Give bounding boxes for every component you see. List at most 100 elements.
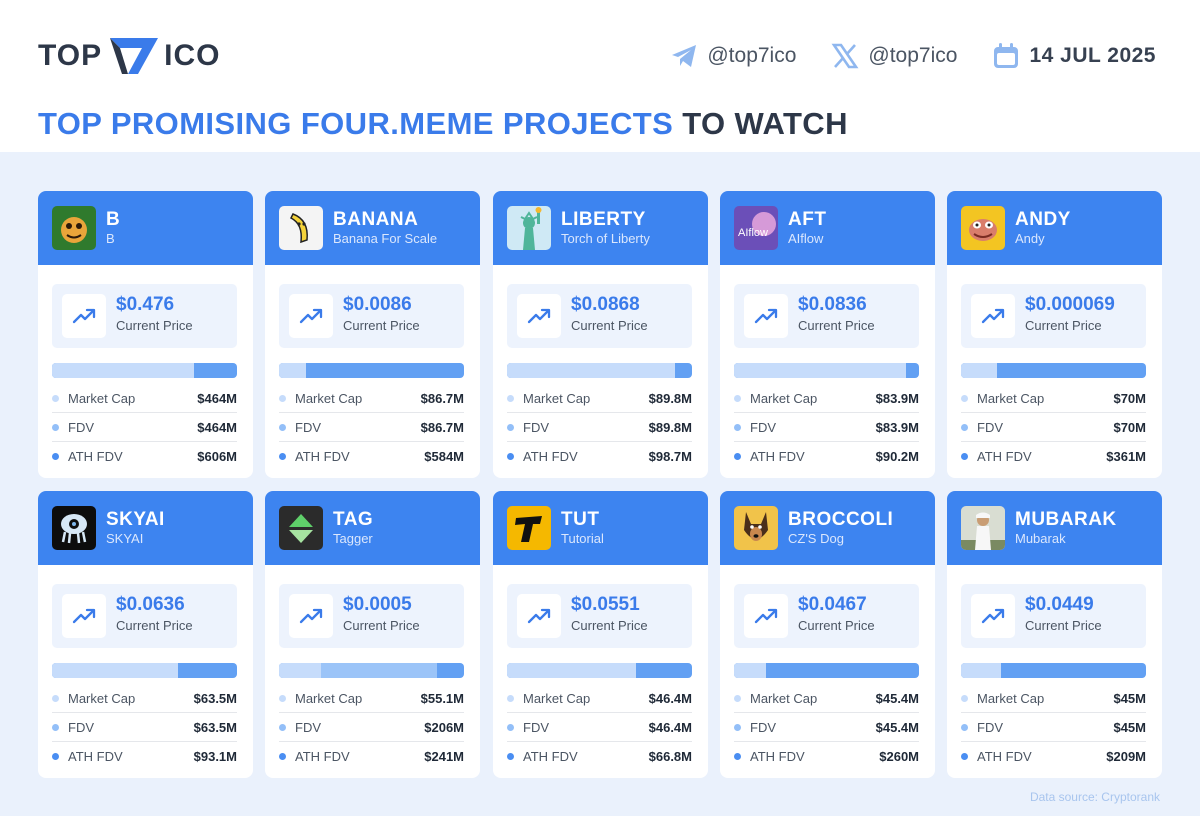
aiflow-avatar-icon: AIflow [734, 206, 778, 250]
metrics-list: Market Cap $86.7M FDV $86.7M ATH FDV $584M [279, 384, 464, 471]
ath-fdv-row: ATH FDV $361M [961, 442, 1146, 471]
fdv-value: $83.9M [875, 419, 919, 435]
frog-avatar-icon [52, 206, 96, 250]
project-card[interactable]: AIflow AFT AIflow $0.0836 Current Price Marke… [720, 191, 935, 478]
ath-fdv-value: $98.7M [648, 449, 692, 464]
valuation-bar [734, 663, 919, 678]
current-price-label: Current Price [1025, 318, 1102, 333]
market-cap-row: Market Cap $63.5M [52, 684, 237, 713]
ath-fdv-row: ATH FDV $260M [734, 742, 919, 771]
current-price-value: $0.0467 [798, 594, 867, 615]
ath-fdv-value: $584M [424, 449, 464, 464]
page-title: TOP PROMISING FOUR.MEME PROJECTS TO WATC… [38, 106, 848, 142]
trend-up-icon [971, 594, 1015, 638]
current-price-label: Current Price [798, 618, 875, 633]
current-price-value: $0.0636 [116, 594, 185, 615]
fdv-label: FDV [295, 419, 321, 435]
ath-fdv-value: $361M [1106, 449, 1146, 464]
project-card[interactable]: BROCCOLI CZ'S Dog $0.0467 Current Price Mark… [720, 491, 935, 778]
card-header: AIflow AFT AIflow [720, 191, 935, 265]
telegram-icon [672, 45, 697, 67]
valuation-bar [52, 363, 237, 378]
current-price-value: $0.0005 [343, 594, 412, 615]
fdv-value: $89.8M [648, 419, 692, 435]
price-box: $0.0005 Current Price [279, 584, 464, 648]
project-names: BROCCOLI CZ'S Dog [788, 509, 893, 547]
trend-up-icon [289, 294, 333, 338]
ath-fdv-dot [961, 453, 968, 460]
fdv-row: FDV $206M [279, 713, 464, 742]
bar-market-cap-segment [52, 663, 178, 678]
header: TOP ICO @top7ico @top7ico [0, 0, 1200, 152]
ath-fdv-value: $260M [879, 749, 919, 764]
ath-fdv-dot [279, 753, 286, 760]
telegram-link[interactable]: @top7ico [669, 41, 796, 71]
fdv-label: FDV [68, 419, 94, 435]
fdv-row: FDV $46.4M [507, 713, 692, 742]
project-ticker: BANANA [333, 208, 419, 230]
fdv-dot [961, 423, 968, 431]
market-cap-label: Market Cap [68, 390, 136, 406]
fdv-row: FDV $86.7M [279, 413, 464, 442]
card-header: MUBARAK Mubarak [947, 491, 1162, 565]
market-cap-value: $45M [1113, 690, 1146, 706]
bar-market-cap-segment [507, 663, 636, 678]
market-cap-row: Market Cap $83.9M [734, 384, 919, 413]
fdv-label: FDV [523, 419, 549, 435]
market-cap-label: Market Cap [68, 690, 136, 706]
price-box: $0.0086 Current Price [279, 284, 464, 348]
ath-fdv-dot [52, 453, 59, 460]
fdv-label: FDV [750, 419, 776, 435]
fdv-label: FDV [977, 419, 1003, 435]
ath-fdv-value: $90.2M [875, 449, 919, 464]
market-cap-label: Market Cap [750, 390, 818, 406]
fdv-label: FDV [68, 719, 94, 735]
project-name: AIflow [788, 230, 824, 246]
tutorial-avatar-icon [507, 506, 551, 550]
project-name: Tutorial [561, 530, 604, 546]
project-card[interactable]: TUT Tutorial $0.0551 Current Price Market Ca… [493, 491, 708, 778]
date-text: 14 JUL 2025 [1029, 44, 1156, 67]
project-ticker: LIBERTY [561, 208, 646, 230]
trend-up-icon [744, 594, 788, 638]
metrics-list: Market Cap $83.9M FDV $83.9M ATH FDV $90.2M [734, 384, 919, 471]
price-box: $0.0868 Current Price [507, 284, 692, 348]
project-card[interactable]: LIBERTY Torch of Liberty $0.0868 Current Pr… [493, 191, 708, 478]
metrics-list: Market Cap $89.8M FDV $89.8M ATH FDV $98.7M [507, 384, 692, 471]
ath-fdv-label: ATH FDV [750, 749, 805, 764]
bar-market-cap-segment [961, 663, 1001, 678]
market-cap-dot [279, 694, 286, 702]
project-card[interactable]: MUBARAK Mubarak $0.0449 Current Price Market… [947, 491, 1162, 778]
ath-fdv-label: ATH FDV [523, 449, 578, 464]
valuation-bar [279, 363, 464, 378]
project-names: TUT Tutorial [561, 509, 604, 547]
project-ticker: AFT [788, 208, 827, 230]
market-cap-label: Market Cap [523, 390, 591, 406]
fdv-dot [507, 723, 514, 731]
metrics-list: Market Cap $55.1M FDV $206M ATH FDV $241M [279, 684, 464, 771]
fdv-value: $63.5M [193, 719, 237, 735]
project-card[interactable]: ANDY Andy $0.000069 Current Price Market Cap… [947, 191, 1162, 478]
fdv-row: FDV $464M [52, 413, 237, 442]
metrics-list: Market Cap $464M FDV $464M ATH FDV $606M [52, 384, 237, 471]
ath-fdv-dot [734, 753, 741, 760]
ath-fdv-label: ATH FDV [68, 749, 123, 764]
title-rest: TO WATCH [682, 106, 848, 141]
valuation-bar [52, 663, 237, 678]
card-header: BROCCOLI CZ'S Dog [720, 491, 935, 565]
project-card[interactable]: SKYAI SKYAI $0.0636 Current Price Market Cap… [38, 491, 253, 778]
ath-fdv-dot [52, 753, 59, 760]
project-card[interactable]: B B $0.476 Current Price Market Cap $464M FDV $… [38, 191, 253, 478]
x-link[interactable]: @top7ico [830, 41, 957, 71]
ath-fdv-label: ATH FDV [750, 449, 805, 464]
project-card[interactable]: TAG Tagger $0.0005 Current Price Market Cap $… [265, 491, 480, 778]
metrics-list: Market Cap $70M FDV $70M ATH FDV $361M [961, 384, 1146, 471]
card-header: TUT Tutorial [493, 491, 708, 565]
valuation-bar [961, 363, 1146, 378]
project-card[interactable]: BANANA Banana For Scale $0.0086 Current Pri… [265, 191, 480, 478]
project-name: B [106, 230, 115, 246]
ath-fdv-row: ATH FDV $98.7M [507, 442, 692, 471]
fdv-dot [279, 723, 286, 731]
